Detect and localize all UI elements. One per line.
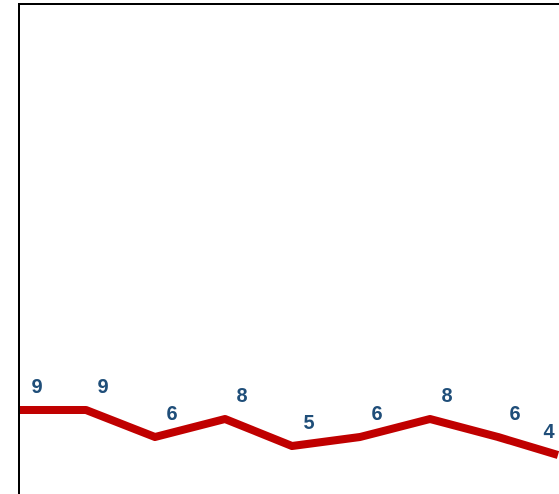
series-layer	[20, 406, 559, 459]
data-label: 6	[371, 403, 382, 425]
data-label: 9	[31, 376, 42, 398]
data-labels: 9 9 6 8 5 6 8 6 4	[31, 376, 555, 443]
data-label: 8	[441, 385, 452, 407]
data-label: 4	[543, 421, 555, 443]
plot-frame	[18, 3, 559, 494]
data-label: 8	[236, 385, 247, 407]
data-label: 6	[509, 403, 520, 425]
data-label: 9	[97, 376, 108, 398]
data-label: 6	[166, 403, 177, 425]
data-label: 5	[303, 412, 314, 434]
series-line	[20, 406, 559, 459]
